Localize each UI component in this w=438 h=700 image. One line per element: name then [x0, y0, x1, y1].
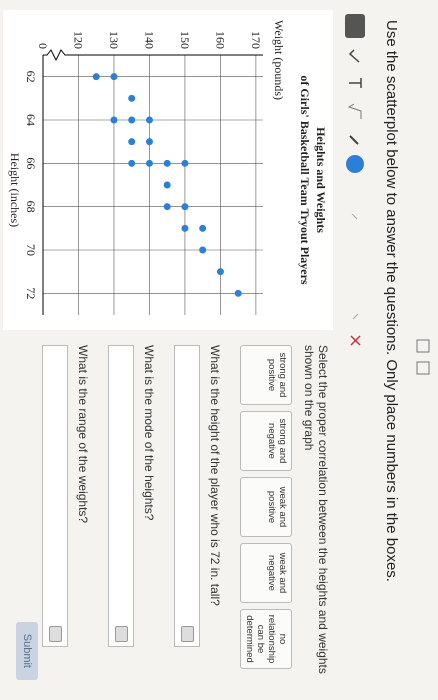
point [163, 159, 171, 167]
point [234, 289, 242, 297]
x-tick-label: 64 [24, 114, 38, 126]
option-button[interactable]: no relationship can be determined [240, 609, 292, 669]
option-button[interactable]: weak and negative [240, 543, 292, 603]
point [128, 94, 136, 102]
question: What is the height of the player who is … [208, 345, 222, 606]
x-tick-label: 62 [24, 71, 38, 83]
x-tick-label: 70 [24, 244, 38, 256]
y-break-label: 0 [36, 43, 50, 49]
y-tick-label: 160 [213, 31, 227, 49]
y-tick-label: 150 [178, 31, 192, 49]
option-button[interactable]: weak and positive [240, 477, 292, 537]
point [181, 159, 189, 167]
question: What is the range of the weights? [76, 345, 90, 524]
point [181, 224, 189, 232]
point [145, 159, 153, 167]
point [216, 268, 224, 276]
x-tick-label: 66 [24, 157, 38, 169]
point [128, 159, 136, 167]
point [145, 138, 153, 146]
point [163, 181, 171, 189]
y-axis-label: Weight (pounds) [272, 20, 286, 100]
option-button[interactable]: strong and negative [240, 411, 292, 471]
y-tick-label: 130 [107, 31, 121, 49]
icon [49, 626, 62, 642]
questions: Select the proper correlation between th… [24, 345, 330, 685]
icon [181, 626, 194, 642]
answer-box[interactable] [174, 345, 200, 647]
axis-break [43, 49, 263, 62]
point [199, 246, 207, 254]
point [110, 116, 118, 124]
y-tick-label: 120 [71, 31, 85, 49]
answer-box[interactable] [42, 345, 68, 647]
arrows[interactable] [351, 213, 359, 320]
y-tick-label: 140 [142, 31, 156, 49]
icon [115, 626, 128, 642]
icon [416, 361, 430, 375]
point [145, 116, 153, 124]
marker-tool[interactable] [349, 135, 359, 145]
x-tick-label: 72 [24, 287, 38, 299]
chart: Heights and Weights of Girls' Basketball… [3, 10, 333, 330]
point [199, 224, 207, 232]
submit-button[interactable]: Submit [16, 621, 38, 680]
instruction: Use the scatterplot below to answer the … [383, 20, 400, 582]
point [128, 116, 136, 124]
chart-subtitle: of Girls' Basketball Team Tryout Players [298, 75, 312, 285]
point [163, 203, 171, 211]
point [128, 138, 136, 146]
options: strong and positive strong and negative we… [240, 345, 292, 685]
point [92, 73, 100, 81]
x-axis-label: Height (inches) [8, 153, 22, 227]
badge[interactable] [346, 155, 364, 173]
answer-box[interactable] [108, 345, 134, 647]
top-bar [416, 339, 430, 375]
point [181, 203, 189, 211]
icon [416, 339, 430, 353]
toolbar [345, 14, 365, 346]
y-tick-label: 170 [249, 31, 263, 49]
question: Select the proper correlation between th… [302, 345, 330, 674]
option-button[interactable]: strong and positive [240, 345, 292, 405]
point [110, 73, 118, 81]
check-tool[interactable] [348, 49, 360, 63]
sqrt-tool[interactable] [347, 103, 362, 119]
x-tick-label: 68 [24, 201, 38, 213]
question: What is the mode of the heights? [142, 345, 156, 521]
text-tool[interactable] [349, 78, 362, 88]
pencil-tool[interactable] [345, 14, 365, 38]
close-tool[interactable] [350, 335, 361, 346]
chart-title: Heights and Weights [314, 127, 328, 233]
